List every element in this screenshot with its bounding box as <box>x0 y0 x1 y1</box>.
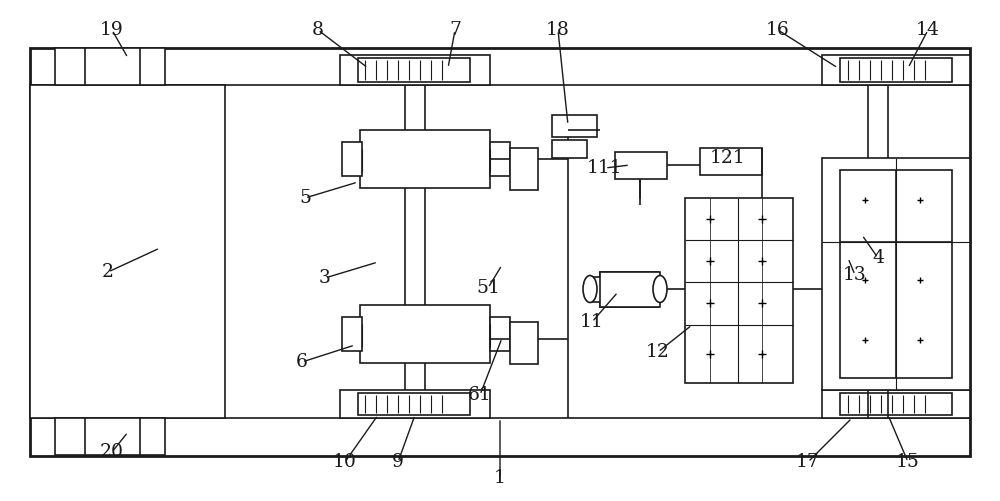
Text: 51: 51 <box>476 279 500 297</box>
Text: 4: 4 <box>872 249 884 267</box>
Bar <box>358 58 470 82</box>
Bar <box>340 55 490 85</box>
Text: 19: 19 <box>100 21 124 39</box>
Text: 16: 16 <box>766 21 790 39</box>
Bar <box>600 272 658 307</box>
Bar <box>510 322 538 364</box>
Bar <box>840 58 952 82</box>
Bar <box>552 140 587 158</box>
Text: 8: 8 <box>312 21 324 39</box>
Bar <box>685 198 793 383</box>
Bar <box>490 142 510 176</box>
Bar <box>600 272 660 307</box>
Text: 13: 13 <box>843 266 867 284</box>
Bar <box>342 317 362 351</box>
Text: 1: 1 <box>494 469 506 487</box>
Bar <box>840 393 952 415</box>
Bar <box>590 277 603 302</box>
Bar <box>360 130 490 188</box>
Text: 3: 3 <box>319 269 331 287</box>
Bar <box>510 148 538 190</box>
Bar <box>822 55 970 85</box>
Text: 14: 14 <box>916 21 940 39</box>
Text: 10: 10 <box>333 453 357 471</box>
Text: 15: 15 <box>896 453 920 471</box>
Bar <box>55 418 165 455</box>
Bar <box>700 148 762 175</box>
Text: 20: 20 <box>100 443 124 461</box>
Bar <box>490 317 510 351</box>
Text: 7: 7 <box>449 21 461 39</box>
Bar <box>822 158 970 390</box>
Text: 111: 111 <box>587 159 623 177</box>
Bar <box>55 48 165 85</box>
Text: 11: 11 <box>580 313 604 331</box>
Bar <box>358 393 470 415</box>
Text: 121: 121 <box>710 149 746 167</box>
Bar <box>30 85 225 418</box>
Bar <box>840 170 952 378</box>
Text: 9: 9 <box>392 453 404 471</box>
Text: 61: 61 <box>468 386 492 404</box>
Bar <box>342 142 362 176</box>
Text: 2: 2 <box>102 263 114 281</box>
Ellipse shape <box>653 276 667 303</box>
Bar <box>30 48 970 456</box>
Bar <box>615 152 667 179</box>
Bar <box>360 305 490 363</box>
Text: 5: 5 <box>299 189 311 207</box>
Text: 17: 17 <box>796 453 820 471</box>
Text: 18: 18 <box>546 21 570 39</box>
Bar <box>340 390 490 418</box>
Bar <box>552 115 597 137</box>
Text: 12: 12 <box>646 343 670 361</box>
Ellipse shape <box>583 276 597 303</box>
Text: 6: 6 <box>296 353 308 371</box>
Bar <box>822 390 970 418</box>
